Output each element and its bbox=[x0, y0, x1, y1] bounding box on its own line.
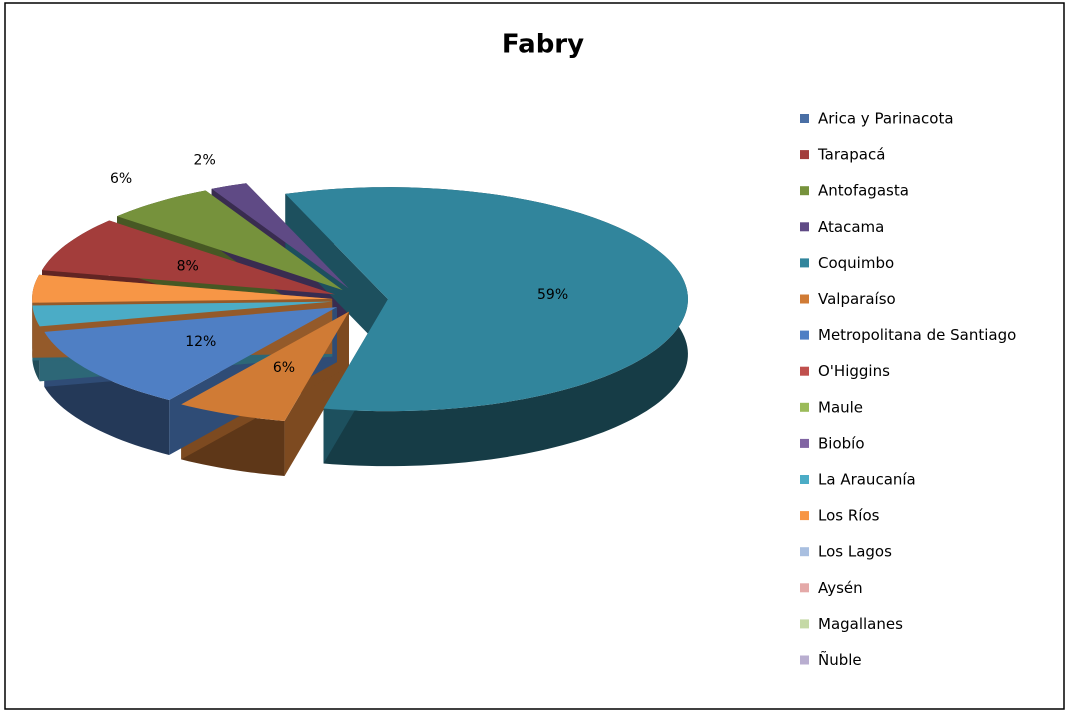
legend-label: Arica y Parinacota bbox=[818, 110, 954, 128]
legend-swatch bbox=[800, 438, 809, 448]
data-label: 12% bbox=[185, 334, 216, 350]
legend-swatch bbox=[800, 619, 809, 629]
legend-label: La Araucanía bbox=[818, 471, 916, 489]
slice bbox=[117, 190, 343, 291]
legend-swatch bbox=[800, 222, 809, 232]
data-label: 6% bbox=[273, 360, 295, 376]
slice bbox=[181, 311, 349, 421]
legend-swatch bbox=[800, 583, 809, 593]
data-label: 59% bbox=[537, 287, 568, 303]
legend-label: Valparaíso bbox=[818, 290, 896, 308]
legend-label: Tarapacá bbox=[817, 146, 885, 164]
legend-label: O'Higgins bbox=[818, 362, 890, 380]
legend-label: Maule bbox=[818, 398, 863, 416]
legend-swatch bbox=[800, 547, 809, 557]
legend-swatch bbox=[800, 475, 809, 484]
legend-swatch bbox=[800, 114, 809, 123]
slice bbox=[285, 187, 688, 412]
slice bbox=[211, 183, 349, 289]
slice-wall bbox=[285, 193, 388, 355]
legend-swatch bbox=[800, 402, 809, 412]
slice bbox=[32, 274, 333, 303]
legend-swatch bbox=[800, 366, 809, 376]
legend-label: Los Ríos bbox=[818, 507, 880, 525]
legend-swatch bbox=[800, 186, 809, 196]
chart-title: Fabry bbox=[502, 30, 584, 60]
data-label: 2% bbox=[194, 152, 216, 168]
legend-label: Ñuble bbox=[818, 650, 862, 669]
legend-swatch bbox=[800, 511, 809, 521]
legend-label: Antofagasta bbox=[818, 182, 909, 200]
legend-label: Biobío bbox=[818, 434, 865, 452]
legend-label: Atacama bbox=[818, 218, 884, 236]
legend-label: Los Lagos bbox=[818, 543, 892, 561]
slice bbox=[42, 220, 336, 295]
legend-label: Magallanes bbox=[818, 615, 903, 633]
legend-swatch bbox=[800, 655, 809, 665]
slice bbox=[32, 301, 333, 327]
data-label: 8% bbox=[177, 259, 199, 275]
legend-label: Coquimbo bbox=[818, 254, 894, 272]
legend-label: Metropolitana de Santiago bbox=[818, 326, 1016, 344]
legend-swatch bbox=[800, 294, 809, 304]
legend-swatch bbox=[800, 150, 809, 160]
legend-swatch bbox=[800, 258, 809, 268]
legend-swatch bbox=[800, 330, 809, 340]
data-label: 6% bbox=[110, 171, 132, 187]
slice bbox=[44, 307, 337, 400]
legend-label: Aysén bbox=[818, 579, 863, 597]
